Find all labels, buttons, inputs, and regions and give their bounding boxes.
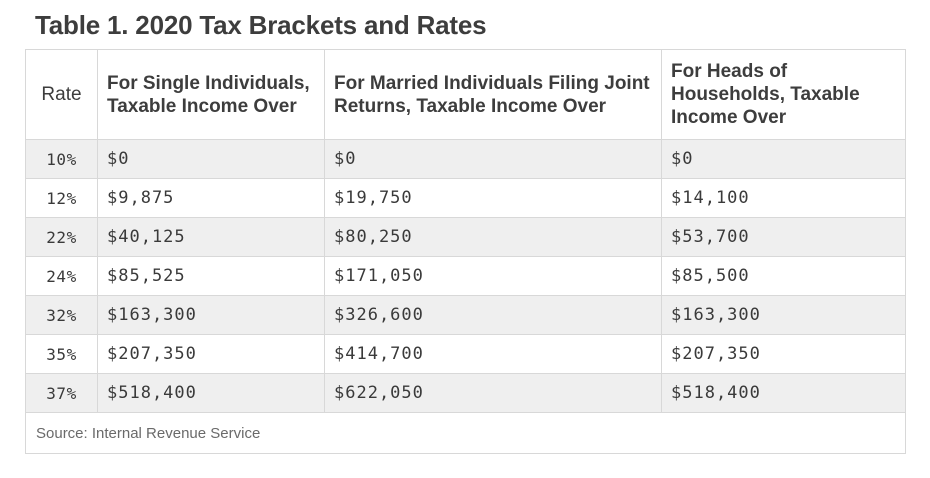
source-row: Source: Internal Revenue Service <box>25 412 906 454</box>
header-married: For Married Individuals Filing Joint Ret… <box>324 49 662 140</box>
heads-cell: $0 <box>661 139 906 179</box>
source-note: Source: Internal Revenue Service <box>25 412 906 454</box>
header-heads: For Heads of Households, Taxable Income … <box>661 49 906 140</box>
single-cell: $85,525 <box>97 256 325 296</box>
page-title: Table 1. 2020 Tax Brackets and Rates <box>35 10 487 40</box>
single-cell: $40,125 <box>97 217 325 257</box>
married-cell: $622,050 <box>324 373 662 413</box>
rate-cell: 12% <box>25 178 98 218</box>
married-cell: $326,600 <box>324 295 662 335</box>
header-single: For Single Individuals, Taxable Income O… <box>97 49 325 140</box>
heads-cell: $85,500 <box>661 256 906 296</box>
married-cell: $19,750 <box>324 178 662 218</box>
table-row: 12% $9,875 $19,750 $14,100 <box>25 178 906 218</box>
rate-cell: 37% <box>25 373 98 413</box>
heads-cell: $518,400 <box>661 373 906 413</box>
heads-cell: $53,700 <box>661 217 906 257</box>
table-row: 24% $85,525 $171,050 $85,500 <box>25 256 906 296</box>
heads-cell: $207,350 <box>661 334 906 374</box>
table-header-row: Rate For Single Individuals, Taxable Inc… <box>25 49 906 140</box>
table-row: 22% $40,125 $80,250 $53,700 <box>25 217 906 257</box>
married-cell: $80,250 <box>324 217 662 257</box>
married-cell: $171,050 <box>324 256 662 296</box>
rate-cell: 10% <box>25 139 98 179</box>
single-cell: $0 <box>97 139 325 179</box>
heads-cell: $14,100 <box>661 178 906 218</box>
single-cell: $9,875 <box>97 178 325 218</box>
single-cell: $207,350 <box>97 334 325 374</box>
married-cell: $414,700 <box>324 334 662 374</box>
table-row: 37% $518,400 $622,050 $518,400 <box>25 373 906 413</box>
married-cell: $0 <box>324 139 662 179</box>
rate-cell: 24% <box>25 256 98 296</box>
header-rate: Rate <box>25 49 98 140</box>
rate-cell: 32% <box>25 295 98 335</box>
table-row: 10% $0 $0 $0 <box>25 139 906 179</box>
rate-cell: 22% <box>25 217 98 257</box>
table-row: 35% $207,350 $414,700 $207,350 <box>25 334 906 374</box>
table-row: 32% $163,300 $326,600 $163,300 <box>25 295 906 335</box>
single-cell: $518,400 <box>97 373 325 413</box>
rate-cell: 35% <box>25 334 98 374</box>
tax-brackets-table: Rate For Single Individuals, Taxable Inc… <box>25 49 906 454</box>
single-cell: $163,300 <box>97 295 325 335</box>
heads-cell: $163,300 <box>661 295 906 335</box>
